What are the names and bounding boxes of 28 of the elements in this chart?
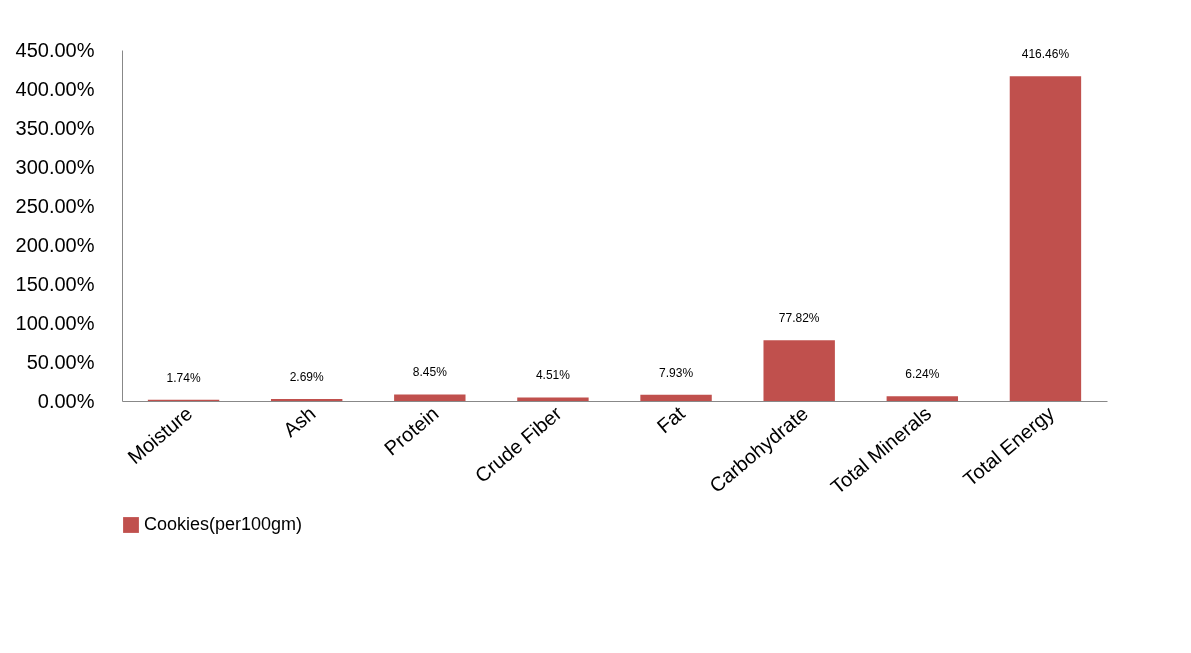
y-tick-label: 300.00% bbox=[15, 155, 95, 178]
data-label: 77.82% bbox=[778, 311, 820, 326]
y-tick-label: 0.00% bbox=[37, 389, 95, 412]
y-tick-label: 250.00% bbox=[15, 194, 95, 217]
data-label: 8.45% bbox=[412, 365, 448, 380]
bar bbox=[270, 398, 343, 401]
y-tick-label: 450.00% bbox=[15, 38, 95, 61]
y-tick-label: 50.00% bbox=[26, 350, 95, 373]
data-label: 1.74% bbox=[166, 370, 201, 385]
y-tick-label: 400.00% bbox=[15, 77, 95, 100]
y-tick-label: 200.00% bbox=[15, 233, 95, 256]
data-label: 2.69% bbox=[289, 369, 325, 384]
bar bbox=[394, 394, 466, 401]
data-label: 7.93% bbox=[659, 365, 694, 380]
bar bbox=[1009, 76, 1082, 401]
data-label: 416.46% bbox=[1021, 47, 1070, 62]
x-tick-label: Fat bbox=[652, 401, 690, 438]
bar bbox=[640, 394, 712, 401]
legend-label: Cookies(per100gm) bbox=[144, 514, 303, 534]
bar bbox=[517, 397, 589, 401]
y-tick-label: 100.00% bbox=[15, 311, 95, 334]
y-tick-label: 150.00% bbox=[15, 272, 95, 295]
data-label: 6.24% bbox=[905, 367, 940, 382]
bar bbox=[886, 396, 959, 401]
bar bbox=[763, 340, 835, 401]
y-tick-label: 350.00% bbox=[15, 116, 95, 139]
data-label: 4.51% bbox=[535, 368, 571, 383]
x-tick-label: Ash bbox=[279, 401, 320, 441]
